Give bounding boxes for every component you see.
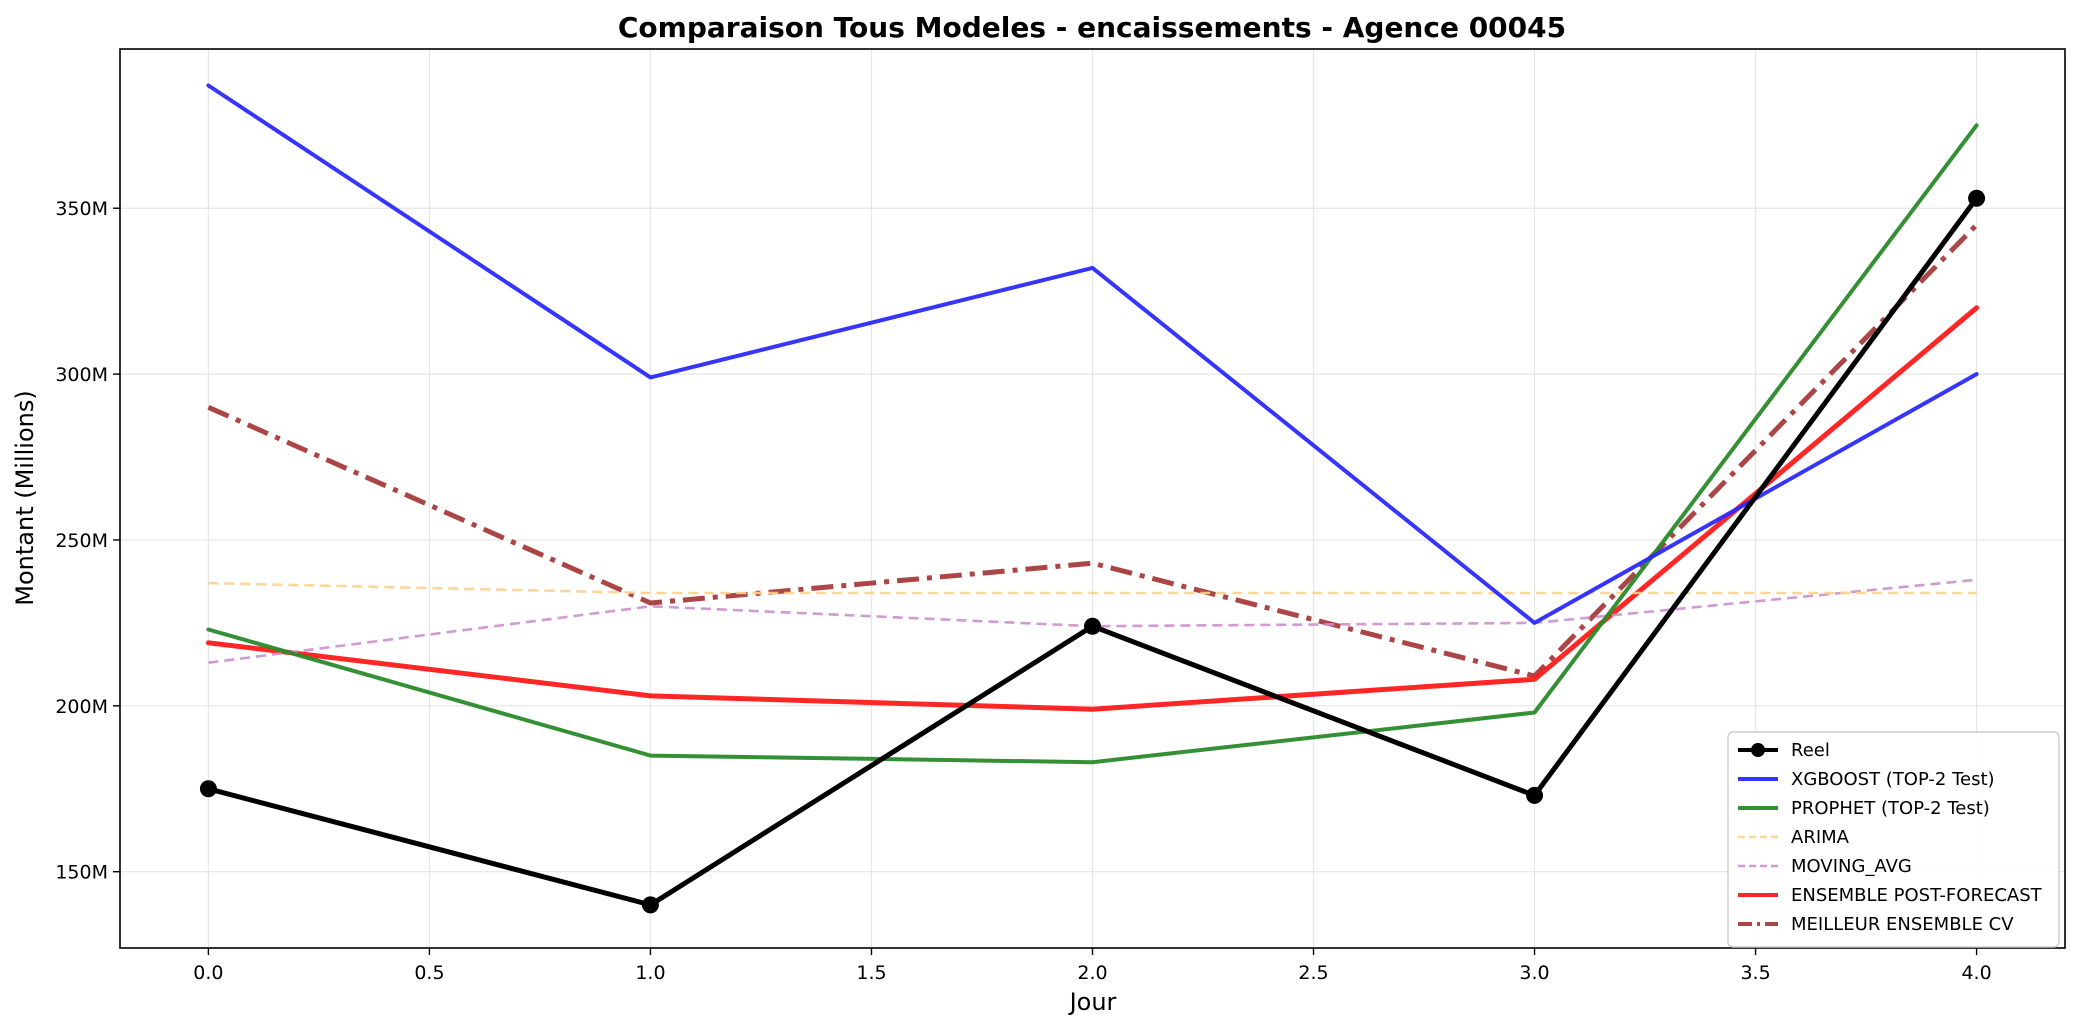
series-prophet-top-2-test — [206, 123, 1979, 765]
y-tick-label: 300M — [55, 364, 108, 386]
y-tick-label: 350M — [55, 198, 108, 220]
data-point — [199, 780, 217, 798]
legend-item: MEILLEUR ENSEMBLE CV — [1738, 914, 2014, 935]
legend-label: MEILLEUR ENSEMBLE CV — [1791, 914, 2014, 935]
series-line-meilleur-ensemble-cv — [207, 223, 1979, 679]
legend: Reel XGBOOST (TOP-2 Test) PROPHET (TOP-2 T… — [1727, 731, 2060, 948]
x-tick-label: 1.0 — [635, 962, 665, 984]
chart-title: Comparaison Tous Modeles - encaissements… — [618, 11, 1566, 44]
series-reel — [199, 189, 1986, 914]
series-line-xgboost-top-2-test — [206, 83, 1979, 625]
x-tick-label: 3.5 — [1740, 962, 1770, 984]
x-tick-label: 2.0 — [1077, 962, 1107, 984]
x-axis-label: Jour — [1068, 988, 1117, 1016]
legend-box — [1727, 731, 2060, 948]
legend-item: ENSEMBLE POST-FORECAST — [1738, 885, 2043, 906]
series-line-prophet-top-2-test — [206, 123, 1979, 765]
legend-item: MOVING_AVG — [1738, 856, 1912, 877]
legend-marker — [1751, 743, 1765, 757]
data-point — [641, 896, 659, 914]
legend-label: XGBOOST (TOP-2 Test) — [1791, 769, 1995, 790]
y-tick-label: 200M — [55, 696, 108, 718]
legend-item: XGBOOST (TOP-2 Test) — [1738, 769, 1995, 790]
legend-label: ARIMA — [1791, 827, 1850, 848]
series-xgboost-top-2-test — [206, 83, 1979, 625]
legend-label: Reel — [1791, 740, 1830, 761]
series-layer — [199, 83, 1986, 914]
x-tick-label: 1.5 — [856, 962, 886, 984]
x-tick-label: 0.5 — [414, 962, 444, 984]
y-axis-label: Montant (Millions) — [11, 390, 39, 605]
legend-label: MOVING_AVG — [1791, 856, 1912, 877]
axis-ticks: 0.0 0.5 1.0 1.5 2.0 2.5 3.0 3.5 4.0 150M 200M 250M 3… — [55, 198, 1991, 984]
legend-item: Reel — [1738, 740, 1830, 761]
x-tick-label: 2.5 — [1298, 962, 1328, 984]
series-meilleur-ensemble-cv — [207, 223, 1979, 679]
x-tick-label: 0.0 — [193, 962, 223, 984]
x-tick-label: 4.0 — [1961, 962, 1991, 984]
y-tick-label: 250M — [55, 530, 108, 552]
legend-label: ENSEMBLE POST-FORECAST — [1791, 885, 2043, 906]
data-point — [1968, 189, 1986, 207]
series-line-ensemble-post-forecast — [205, 305, 1980, 712]
legend-item: ARIMA — [1738, 827, 1850, 848]
data-point — [1526, 786, 1544, 804]
y-tick-label: 150M — [55, 862, 108, 884]
data-point — [1084, 617, 1101, 635]
legend-item: PROPHET (TOP-2 Test) — [1738, 798, 1990, 819]
series-ensemble-post-forecast — [205, 305, 1980, 712]
x-tick-label: 3.0 — [1519, 962, 1549, 984]
legend-label: PROPHET (TOP-2 Test) — [1791, 798, 1990, 819]
